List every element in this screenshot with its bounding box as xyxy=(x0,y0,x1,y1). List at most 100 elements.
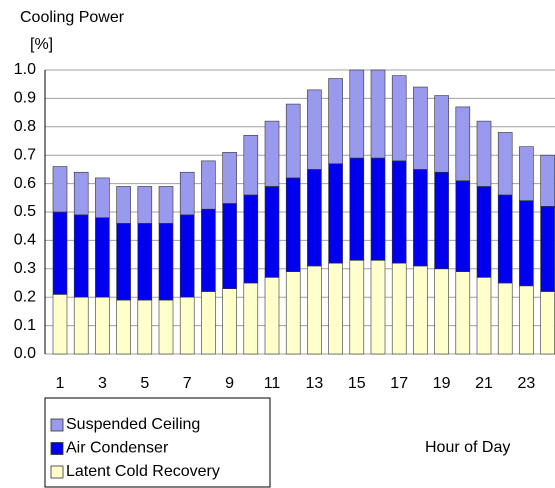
bar-segment xyxy=(179,171,195,216)
bar-segment xyxy=(116,299,131,355)
y-tick-label: 0.6 xyxy=(14,175,36,192)
bar-segment xyxy=(307,265,322,355)
legend-box xyxy=(44,397,271,488)
bar-segment xyxy=(370,259,386,355)
bar-segment xyxy=(52,211,68,295)
bar-segment xyxy=(434,268,449,355)
bar-segment xyxy=(137,223,153,301)
bar-segment xyxy=(285,103,301,179)
y-tick-label: 0.9 xyxy=(14,90,36,107)
bar-segment xyxy=(476,120,492,187)
bar-segment xyxy=(179,296,195,355)
bar-segment xyxy=(540,291,555,355)
x-tick-label: 19 xyxy=(433,375,451,392)
bar-segment xyxy=(413,169,428,267)
bar-segment xyxy=(519,285,534,355)
bar-segment xyxy=(222,203,237,289)
bar-segment xyxy=(158,186,174,224)
x-tick-label: 23 xyxy=(518,375,536,392)
legend-label: Air Condenser xyxy=(66,440,169,457)
bar-segment xyxy=(328,262,343,355)
y-tick-label: 0.1 xyxy=(14,317,36,334)
legend-label: Latent Cold Recovery xyxy=(66,463,220,480)
x-tick-label: 5 xyxy=(140,375,149,392)
bar-segment xyxy=(434,171,449,270)
y-tick-label: 0.4 xyxy=(14,232,36,249)
bar-segment xyxy=(116,186,131,224)
chart-title: Cooling Power xyxy=(20,9,125,26)
bar-segment xyxy=(201,291,216,355)
x-tick-label: 3 xyxy=(98,375,107,392)
x-tick-label: 9 xyxy=(225,375,234,392)
bar-segment xyxy=(434,95,449,173)
bar-segment xyxy=(52,294,68,355)
bar-segment xyxy=(264,277,280,355)
bar-segment xyxy=(519,200,534,287)
bar-segment xyxy=(519,146,534,201)
bar-segment xyxy=(95,177,110,218)
bar-segment xyxy=(391,262,407,355)
y-tick-label: 0.3 xyxy=(14,260,36,277)
y-axis-label: [%] xyxy=(30,36,53,53)
bar-segment xyxy=(370,157,386,261)
bar-segment xyxy=(497,132,513,196)
bar-segment xyxy=(391,160,407,264)
y-tick-label: 0.5 xyxy=(14,203,36,220)
bar-segment xyxy=(222,152,237,204)
x-tick-label: 15 xyxy=(348,375,366,392)
bar-segment xyxy=(455,271,471,355)
legend-swatch xyxy=(50,418,64,432)
bar-segment xyxy=(307,89,322,170)
bar-segment xyxy=(52,166,68,213)
y-tick-label: 0.8 xyxy=(14,118,36,135)
bar-segment xyxy=(243,135,259,196)
legend-label: Suspended Ceiling xyxy=(66,416,200,433)
y-tick-label: 0.2 xyxy=(14,288,36,305)
bar-segment xyxy=(222,288,237,355)
legend-swatch xyxy=(50,465,64,479)
bar-segment xyxy=(201,160,216,210)
y-tick-label: 0.0 xyxy=(14,345,36,362)
bar-segment xyxy=(391,75,407,162)
bar-segment xyxy=(307,169,322,267)
bar-segment xyxy=(95,296,110,355)
bar-segment xyxy=(137,186,153,224)
x-tick-label: 17 xyxy=(390,375,408,392)
bar-segment xyxy=(285,271,301,355)
bar-segment xyxy=(201,208,216,292)
bar-segment xyxy=(158,299,174,355)
bar-segment xyxy=(243,194,259,284)
bar-segment xyxy=(540,206,555,292)
bar-segment xyxy=(158,223,174,301)
bar-segment xyxy=(95,217,110,298)
bar-segment xyxy=(73,171,89,216)
bar-segment xyxy=(540,154,555,207)
x-tick-label: 7 xyxy=(183,375,192,392)
bar-segment xyxy=(349,157,365,261)
x-tick-label: 13 xyxy=(306,375,324,392)
bar-segment xyxy=(349,69,365,159)
bar-segment xyxy=(349,259,365,355)
x-tick-label: 21 xyxy=(475,375,493,392)
x-axis-label: Hour of Day xyxy=(425,439,510,456)
x-tick-label: 1 xyxy=(56,375,65,392)
bar-segment xyxy=(243,282,259,355)
y-tick-label: 1.0 xyxy=(14,61,36,78)
bar-segment xyxy=(73,214,89,298)
bar-segment xyxy=(285,177,301,272)
bar-segment xyxy=(179,214,195,298)
legend-swatch xyxy=(50,442,64,455)
bar-segment xyxy=(328,163,343,264)
bar-segment xyxy=(370,69,386,159)
bar-segment xyxy=(137,299,153,355)
bar-segment xyxy=(476,277,492,355)
y-tick-label: 0.7 xyxy=(14,146,36,163)
bar-segment xyxy=(116,223,131,301)
bar-segment xyxy=(73,296,89,355)
bar-segment xyxy=(455,106,471,182)
bar-segment xyxy=(413,265,428,355)
bar-segment xyxy=(476,186,492,278)
bar-segment xyxy=(328,78,343,165)
bar-segment xyxy=(264,186,280,278)
